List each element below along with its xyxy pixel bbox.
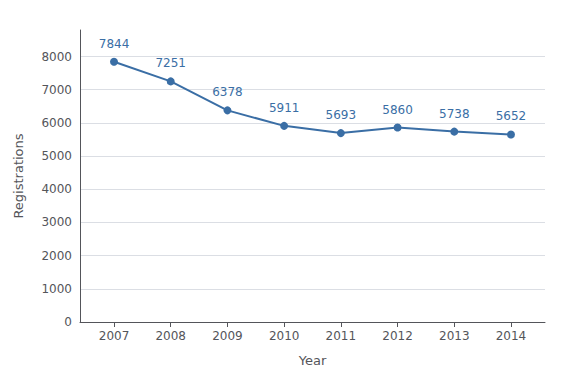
svg-text:2013: 2013 xyxy=(439,329,470,343)
svg-text:8000: 8000 xyxy=(41,50,72,64)
svg-text:7844: 7844 xyxy=(99,37,130,51)
svg-text:5693: 5693 xyxy=(326,108,357,122)
svg-text:5738: 5738 xyxy=(439,107,470,121)
svg-text:2010: 2010 xyxy=(269,329,300,343)
svg-text:2007: 2007 xyxy=(99,329,130,343)
svg-text:7251: 7251 xyxy=(155,56,186,70)
svg-text:2009: 2009 xyxy=(212,329,243,343)
svg-text:7000: 7000 xyxy=(41,83,72,97)
svg-text:0: 0 xyxy=(64,315,72,329)
svg-text:2008: 2008 xyxy=(155,329,186,343)
svg-text:4000: 4000 xyxy=(41,182,72,196)
svg-text:Year: Year xyxy=(298,353,327,368)
svg-text:Registrations: Registrations xyxy=(11,133,26,218)
svg-text:5911: 5911 xyxy=(269,101,300,115)
svg-text:5652: 5652 xyxy=(496,109,527,123)
svg-text:5860: 5860 xyxy=(382,103,413,117)
svg-text:5000: 5000 xyxy=(41,149,72,163)
svg-text:6000: 6000 xyxy=(41,116,72,130)
svg-text:1000: 1000 xyxy=(41,282,72,296)
svg-text:2000: 2000 xyxy=(41,249,72,263)
svg-text:6378: 6378 xyxy=(212,85,243,99)
svg-text:2011: 2011 xyxy=(326,329,357,343)
svg-text:2012: 2012 xyxy=(382,329,413,343)
svg-text:3000: 3000 xyxy=(41,215,72,229)
svg-text:2014: 2014 xyxy=(496,329,527,343)
